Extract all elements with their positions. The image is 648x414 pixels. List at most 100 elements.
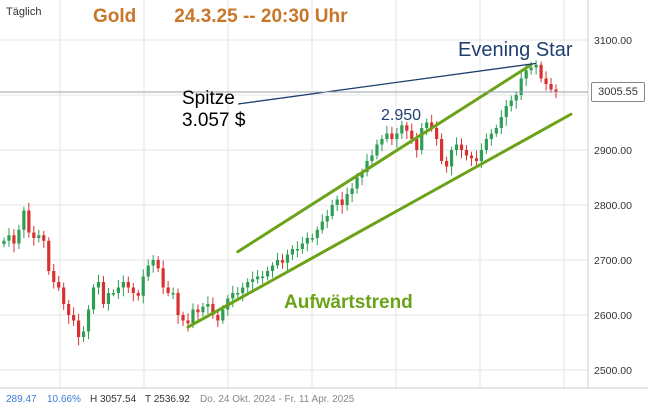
candle-body	[440, 139, 444, 161]
candle-body	[479, 150, 484, 161]
trend-label: Aufwärtstrend	[284, 292, 413, 313]
candle-body	[265, 271, 270, 277]
candle-body	[57, 282, 61, 288]
candle-body	[27, 210, 31, 233]
candle-body	[67, 304, 71, 315]
candle-body	[380, 139, 384, 145]
candle-body	[156, 260, 160, 269]
candle-body	[390, 133, 394, 139]
candle-body	[285, 254, 290, 263]
candle-body	[146, 265, 150, 277]
candle-body	[330, 205, 334, 216]
candle-body	[176, 293, 180, 315]
footer-change: 289.47	[6, 394, 37, 405]
candle-body	[420, 128, 424, 150]
candle-body	[52, 271, 56, 282]
candle-body	[280, 260, 285, 263]
candle-body	[76, 320, 81, 337]
candle-body	[320, 221, 324, 230]
candle-body	[385, 133, 389, 139]
candle-body	[290, 249, 295, 255]
candle-body	[340, 199, 344, 205]
candle-body	[534, 64, 538, 68]
candle-body	[435, 128, 439, 139]
candle-body	[91, 287, 96, 310]
candle-body	[400, 125, 404, 134]
candle-body	[454, 144, 459, 150]
trend-channel-upper	[236, 63, 533, 254]
candle-body	[201, 306, 205, 313]
candle-body	[86, 309, 91, 332]
candle-body	[270, 265, 275, 271]
candle-body	[131, 287, 135, 293]
candle-body	[7, 235, 11, 241]
footer-low: T 2536.92	[145, 394, 190, 405]
candle-body	[300, 243, 304, 249]
candle-body	[499, 117, 503, 128]
candle-body	[37, 235, 41, 238]
y-tick-label: 2900.00	[594, 145, 632, 157]
candle-body	[241, 287, 245, 293]
candle-body	[335, 199, 339, 205]
candle-body	[430, 122, 434, 128]
candle-body	[554, 89, 558, 93]
candle-body	[216, 315, 220, 321]
candle-body	[405, 125, 409, 131]
candle-body	[151, 260, 155, 266]
candle-body	[256, 276, 260, 280]
candle-body	[166, 287, 170, 293]
candle-body	[489, 133, 493, 139]
candle-body	[196, 309, 200, 313]
candle-body	[295, 249, 300, 251]
candle-body	[211, 304, 215, 315]
candle-body	[375, 144, 379, 156]
candle-body	[415, 139, 419, 150]
candle-body	[370, 155, 374, 161]
candle-body	[62, 287, 66, 304]
candle-body	[121, 282, 125, 288]
candle-body	[469, 155, 474, 159]
candle-body	[509, 100, 513, 106]
candle-body	[231, 293, 235, 299]
chart-overlays	[186, 62, 573, 329]
candle-body	[524, 70, 528, 79]
candle-body	[96, 282, 101, 288]
candle-body	[136, 293, 140, 296]
candle-body	[116, 287, 120, 293]
candle-body	[22, 210, 26, 230]
footer-high: H 3057.54	[90, 394, 137, 405]
candle-body	[181, 315, 185, 321]
candle-body	[474, 158, 479, 161]
peak-pointer-line	[237, 62, 537, 105]
y-tick-label: 2600.00	[594, 310, 632, 322]
footer-date-range: Do. 24 Okt. 2024 - Fr. 11 Apr. 2025	[200, 394, 355, 405]
period-label: Täglich	[6, 6, 42, 18]
candle-body	[395, 133, 399, 139]
candle-body	[42, 235, 46, 241]
level-annotation: 2.950	[381, 107, 422, 124]
candlestick-series	[2, 60, 558, 346]
candle-body	[494, 128, 498, 134]
candle-body	[260, 276, 265, 278]
candle-body	[81, 331, 86, 337]
footer-change-pct: 10.66%	[47, 394, 81, 405]
asset-name: Gold	[93, 6, 137, 27]
peak-value: 3.057 $	[182, 110, 246, 131]
candle-body	[72, 315, 76, 321]
y-tick-label: 3100.00	[594, 35, 632, 47]
candle-body	[315, 229, 319, 238]
candle-body	[514, 95, 518, 101]
candle-body	[484, 139, 488, 150]
candle-body	[126, 282, 130, 288]
candle-body	[17, 229, 21, 244]
candle-body	[355, 177, 359, 189]
evening-star-label: Evening Star	[458, 39, 573, 61]
candle-body	[425, 122, 429, 128]
candle-body	[221, 309, 225, 321]
y-tick-label: 2800.00	[594, 200, 632, 212]
candle-body	[350, 188, 354, 194]
y-tick-label: 2700.00	[594, 255, 632, 267]
candle-body	[365, 161, 369, 172]
